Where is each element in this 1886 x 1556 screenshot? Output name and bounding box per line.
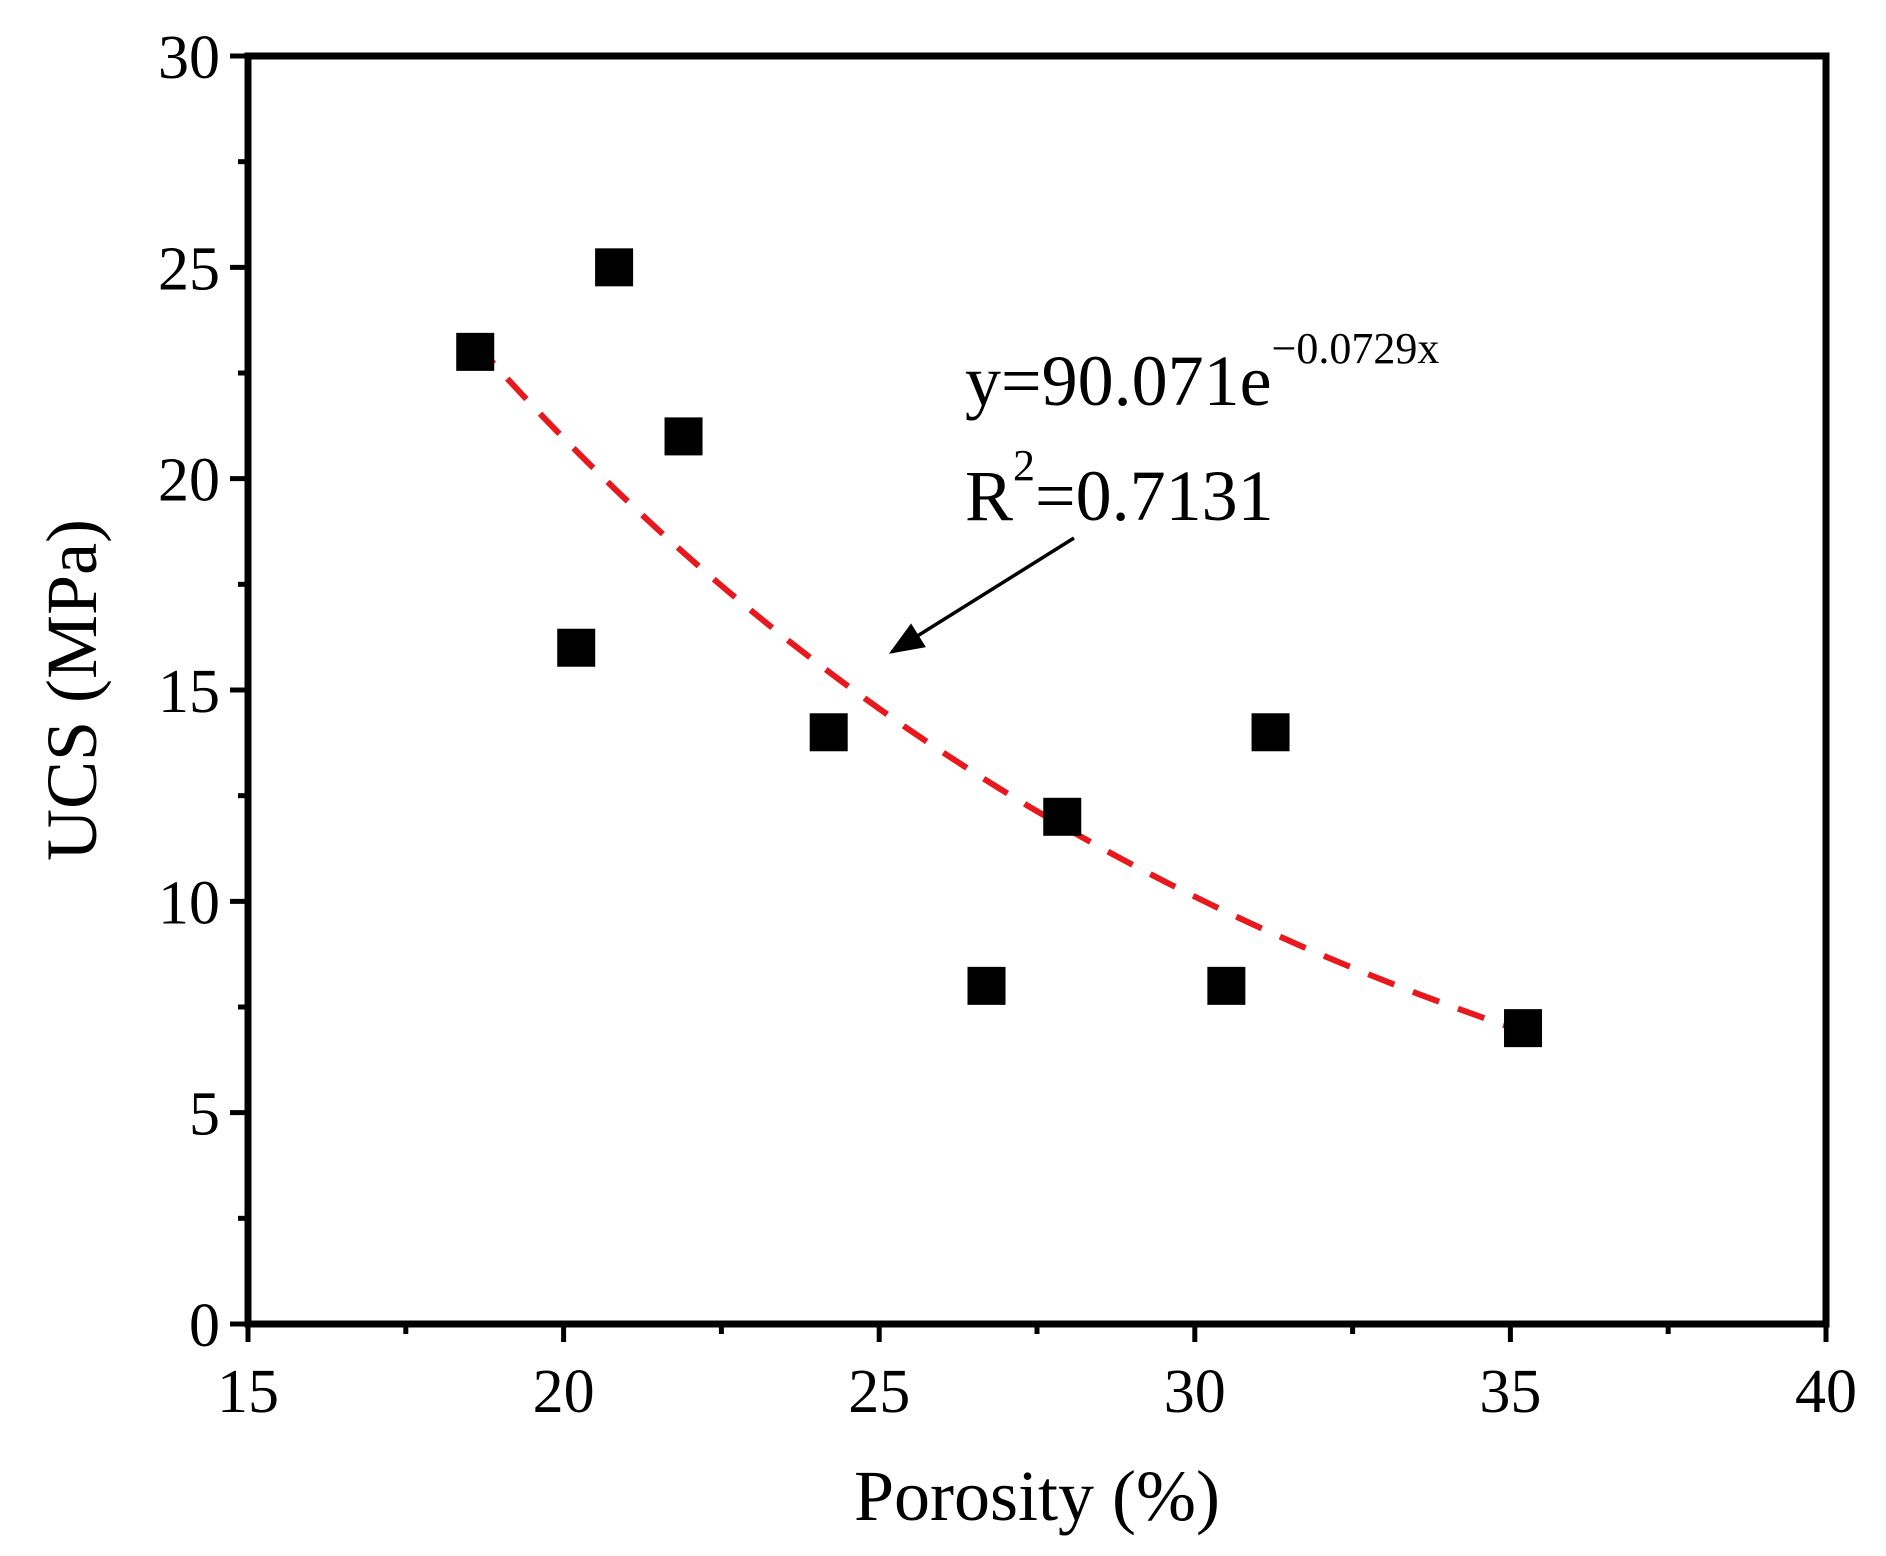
- data-point: [557, 628, 596, 667]
- y-tick-label: 10: [158, 869, 220, 937]
- axis-ticks: [230, 53, 1829, 1342]
- r-squared-prefix: R: [965, 456, 1013, 536]
- x-tick-label: 35: [1479, 1358, 1541, 1426]
- data-point: [809, 713, 848, 752]
- data-point: [967, 966, 1006, 1005]
- data-points: [456, 248, 1543, 1048]
- plot-frame: [244, 52, 1830, 1328]
- annotation-arrow: [888, 536, 1075, 654]
- y-axis-label: UCS (MPa): [32, 519, 112, 861]
- data-point: [1251, 713, 1290, 752]
- fit-equation: y=90.071e−0.0729x: [965, 324, 1439, 421]
- data-point: [595, 248, 634, 287]
- data-point: [1043, 797, 1082, 836]
- r-squared-value: =0.7131: [1035, 456, 1274, 536]
- y-tick-label: 15: [158, 658, 220, 726]
- data-point: [1504, 1009, 1543, 1048]
- x-tick-label: 15: [217, 1358, 279, 1426]
- x-tick-label: 40: [1795, 1358, 1857, 1426]
- data-point: [1207, 966, 1246, 1005]
- y-tick-label: 25: [158, 235, 220, 303]
- data-point: [456, 332, 495, 371]
- x-tick-label: 20: [533, 1358, 595, 1426]
- x-axis-label: Porosity (%): [854, 1456, 1220, 1536]
- y-tick-label: 5: [189, 1081, 220, 1149]
- y-tick-labels: 0 5 10 15 20 25 30: [158, 24, 220, 1360]
- r-squared-exponent: 2: [1013, 441, 1035, 490]
- y-tick-label: 30: [158, 24, 220, 92]
- x-tick-label: 30: [1164, 1358, 1226, 1426]
- x-tick-label: 25: [848, 1358, 910, 1426]
- fit-equation-base: y=90.071e: [965, 341, 1272, 421]
- x-tick-labels: 15 20 25 30 35 40: [217, 1358, 1857, 1426]
- y-tick-label: 0: [189, 1292, 220, 1360]
- exponential-fit-curve: [472, 340, 1524, 1035]
- data-point: [664, 417, 703, 456]
- fit-equation-exponent: −0.0729x: [1272, 324, 1440, 373]
- y-tick-label: 20: [158, 447, 220, 515]
- r-squared: R2=0.7131: [965, 441, 1274, 536]
